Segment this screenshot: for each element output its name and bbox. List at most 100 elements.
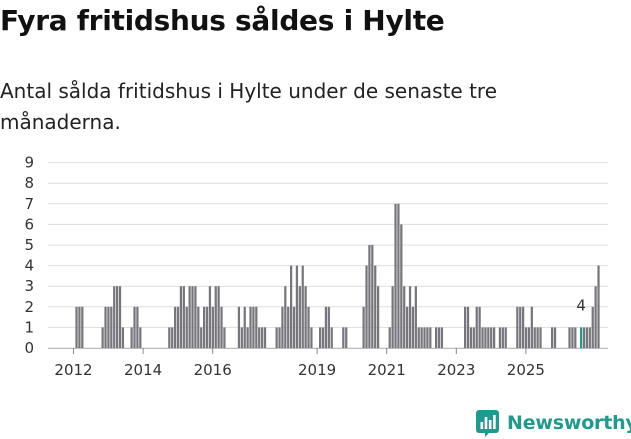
bar bbox=[377, 286, 380, 348]
bar bbox=[75, 306, 78, 348]
bar bbox=[179, 286, 183, 348]
bar bbox=[136, 306, 139, 348]
bar bbox=[400, 224, 403, 348]
bar bbox=[139, 327, 142, 348]
bar bbox=[437, 327, 441, 348]
y-tick-label: 3 bbox=[24, 277, 34, 295]
bar bbox=[362, 306, 365, 348]
bar bbox=[249, 306, 252, 348]
bar bbox=[107, 306, 110, 348]
bar bbox=[530, 306, 533, 348]
bar bbox=[307, 306, 310, 348]
bar bbox=[290, 265, 293, 348]
bar bbox=[411, 306, 415, 348]
bar bbox=[524, 327, 528, 348]
bar bbox=[310, 327, 313, 348]
bar bbox=[345, 327, 348, 348]
bar bbox=[182, 286, 185, 348]
bar bbox=[319, 327, 322, 348]
brand-name: Newsworthy bbox=[507, 412, 631, 434]
bar bbox=[527, 327, 531, 348]
bar bbox=[194, 286, 197, 348]
bar bbox=[582, 327, 586, 348]
bar bbox=[110, 306, 113, 348]
bar bbox=[81, 306, 84, 348]
bar bbox=[327, 306, 330, 348]
bar bbox=[504, 327, 507, 348]
bar bbox=[368, 245, 371, 348]
chart-subtitle: Antal sålda fritidshus i Hylte under de … bbox=[0, 79, 498, 134]
bar bbox=[292, 306, 296, 348]
bar bbox=[519, 306, 522, 348]
bar bbox=[78, 306, 81, 348]
bar bbox=[220, 306, 223, 348]
bar bbox=[388, 327, 391, 348]
y-tick-label: 8 bbox=[24, 174, 34, 192]
bar bbox=[203, 306, 206, 348]
bar bbox=[116, 286, 119, 348]
bar bbox=[174, 306, 177, 348]
highlight-value-label: 4 bbox=[576, 296, 586, 314]
bar bbox=[284, 286, 287, 348]
chart-title: Fyra fritidshus såldes i Hylte bbox=[0, 4, 445, 37]
bar bbox=[365, 265, 368, 348]
bar bbox=[200, 327, 203, 348]
x-tick-label: 2016 bbox=[194, 361, 232, 379]
bar bbox=[214, 286, 217, 348]
bar bbox=[176, 306, 180, 348]
bar bbox=[374, 265, 377, 348]
bar bbox=[493, 327, 496, 348]
bar bbox=[487, 327, 490, 348]
bar bbox=[324, 306, 328, 348]
bar bbox=[588, 327, 591, 348]
bar bbox=[252, 306, 255, 348]
bar bbox=[539, 327, 542, 348]
bar bbox=[101, 327, 104, 348]
bar bbox=[240, 327, 243, 348]
bar bbox=[403, 286, 406, 348]
bar bbox=[191, 286, 194, 348]
bar bbox=[533, 327, 536, 348]
bar bbox=[397, 203, 400, 348]
bar bbox=[484, 327, 487, 348]
bar bbox=[475, 306, 478, 348]
bar bbox=[464, 306, 467, 348]
bar bbox=[237, 306, 241, 348]
bar bbox=[591, 306, 594, 348]
bar-chart: 0 1 2 3 4 5 6 7 8 9 4 2012 2014 2016 2019 2021 2023 2025 bbox=[24, 154, 608, 379]
bar bbox=[568, 327, 571, 348]
newsworthy-logo: Newsworthy bbox=[476, 409, 631, 437]
bar-highlight bbox=[580, 327, 583, 348]
bar bbox=[217, 286, 220, 348]
bar bbox=[295, 265, 299, 348]
bar bbox=[469, 327, 473, 348]
bar bbox=[481, 327, 484, 348]
bar bbox=[197, 306, 200, 348]
bar bbox=[223, 327, 226, 348]
y-tick-label: 4 bbox=[24, 257, 34, 275]
bar bbox=[594, 286, 597, 348]
bar bbox=[574, 327, 577, 348]
bar bbox=[205, 306, 209, 348]
bar bbox=[516, 306, 519, 348]
y-tick-label: 6 bbox=[24, 215, 34, 233]
bar bbox=[536, 327, 539, 348]
bar bbox=[585, 327, 589, 348]
bar bbox=[185, 306, 188, 348]
bar bbox=[478, 306, 481, 348]
bar bbox=[246, 327, 249, 348]
bar bbox=[133, 306, 136, 348]
bar bbox=[423, 327, 426, 348]
bar bbox=[342, 327, 345, 348]
bar bbox=[113, 286, 116, 348]
bar bbox=[501, 327, 504, 348]
bar bbox=[281, 306, 284, 348]
bar bbox=[429, 327, 432, 348]
bar bbox=[118, 286, 122, 348]
bar bbox=[258, 327, 261, 348]
bar bbox=[301, 265, 304, 348]
bar bbox=[490, 327, 493, 348]
bar bbox=[211, 306, 214, 348]
bar bbox=[522, 306, 525, 348]
bar bbox=[435, 327, 438, 348]
